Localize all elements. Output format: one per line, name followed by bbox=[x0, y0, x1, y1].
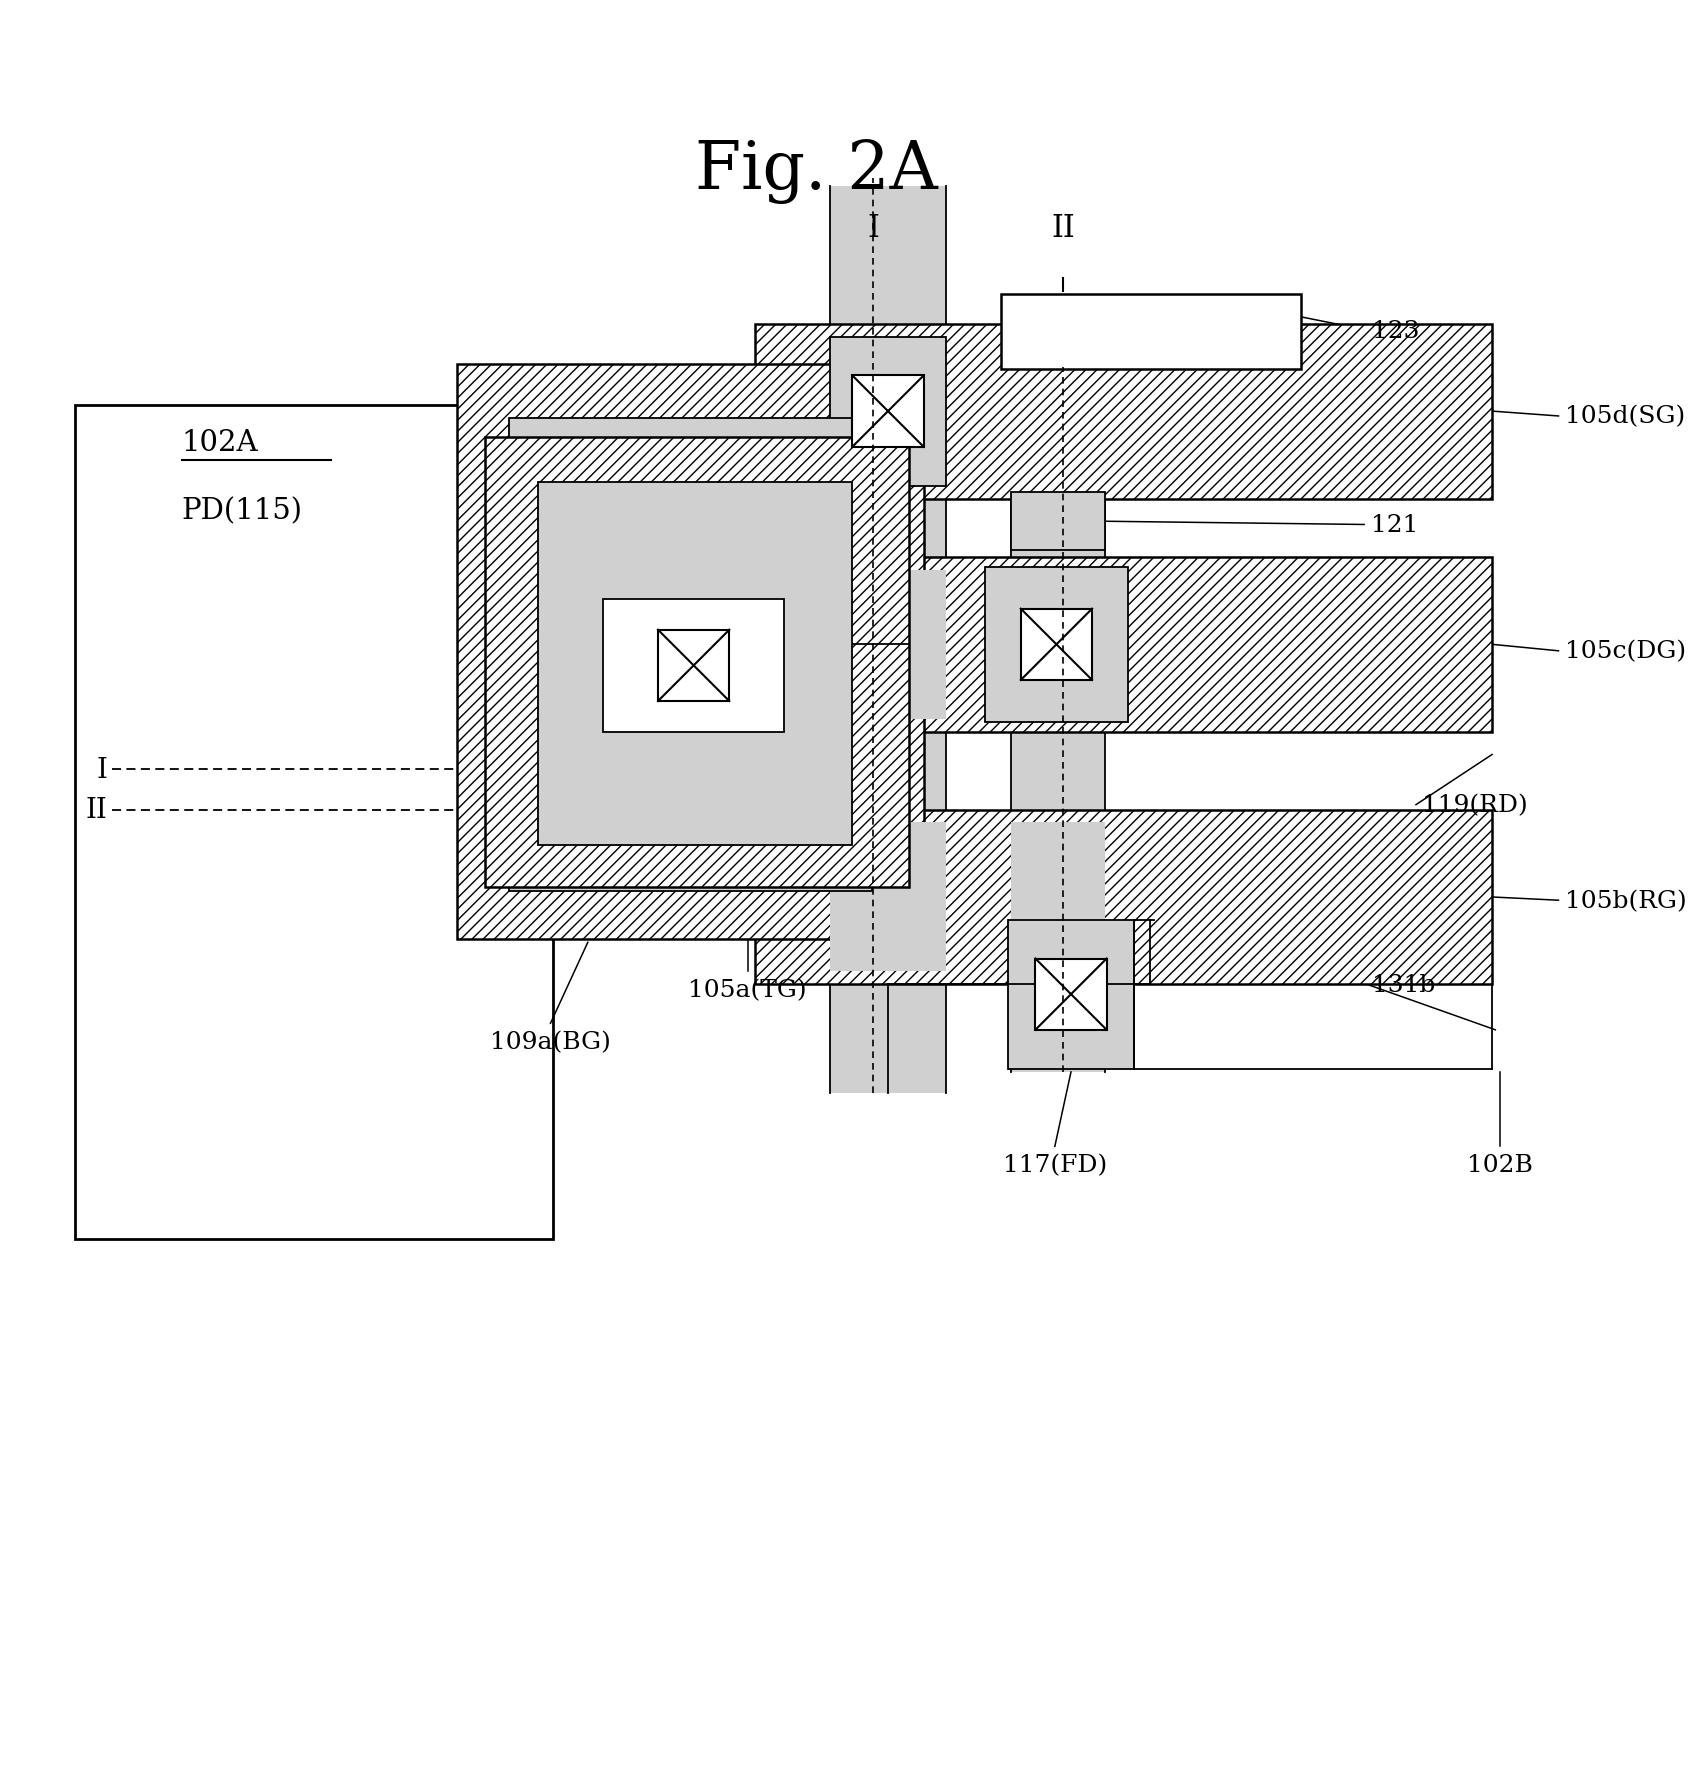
Text: 102B: 102B bbox=[1468, 1153, 1533, 1176]
Text: 123: 123 bbox=[1373, 319, 1420, 342]
Bar bbox=[457, 365, 924, 939]
Text: I: I bbox=[97, 756, 107, 782]
Bar bbox=[985, 567, 1127, 723]
Bar bbox=[1001, 296, 1301, 371]
Text: 105a(TG): 105a(TG) bbox=[689, 978, 806, 1001]
Bar bbox=[830, 187, 946, 1094]
Text: 105d(SG): 105d(SG) bbox=[1565, 405, 1685, 428]
Bar bbox=[755, 811, 1492, 985]
Text: Fig. 2A: Fig. 2A bbox=[696, 139, 938, 203]
Bar bbox=[830, 570, 946, 720]
Text: 131b: 131b bbox=[1373, 973, 1436, 996]
Text: II: II bbox=[85, 797, 107, 823]
Text: II: II bbox=[1050, 212, 1074, 244]
Text: 131a: 131a bbox=[655, 633, 716, 656]
Bar bbox=[1035, 959, 1107, 1030]
Bar bbox=[539, 483, 852, 846]
Text: 102A: 102A bbox=[182, 429, 259, 458]
Bar bbox=[1011, 570, 1105, 720]
Bar bbox=[1011, 823, 1105, 971]
Bar bbox=[484, 438, 909, 887]
Bar bbox=[1011, 494, 1105, 551]
Text: 119(RD): 119(RD) bbox=[1422, 793, 1528, 816]
Bar bbox=[852, 376, 924, 447]
Text: 105b(RG): 105b(RG) bbox=[1565, 889, 1686, 912]
Bar bbox=[1011, 376, 1105, 1073]
Text: PD(115): PD(115) bbox=[182, 497, 303, 526]
Bar bbox=[658, 631, 730, 702]
Bar bbox=[510, 419, 871, 891]
Bar bbox=[75, 405, 552, 1238]
Bar bbox=[1008, 920, 1134, 1069]
Text: 105c(DG): 105c(DG) bbox=[1565, 640, 1686, 663]
Text: 109a(BG): 109a(BG) bbox=[489, 1030, 610, 1053]
Text: 117(FD): 117(FD) bbox=[1003, 1153, 1107, 1176]
Text: 121: 121 bbox=[1371, 513, 1419, 536]
Bar bbox=[830, 337, 946, 486]
Bar bbox=[755, 324, 1492, 499]
Bar bbox=[1021, 609, 1093, 681]
Bar bbox=[755, 558, 1492, 732]
Bar bbox=[604, 599, 784, 732]
Text: I: I bbox=[868, 212, 880, 244]
Bar bbox=[830, 823, 946, 971]
